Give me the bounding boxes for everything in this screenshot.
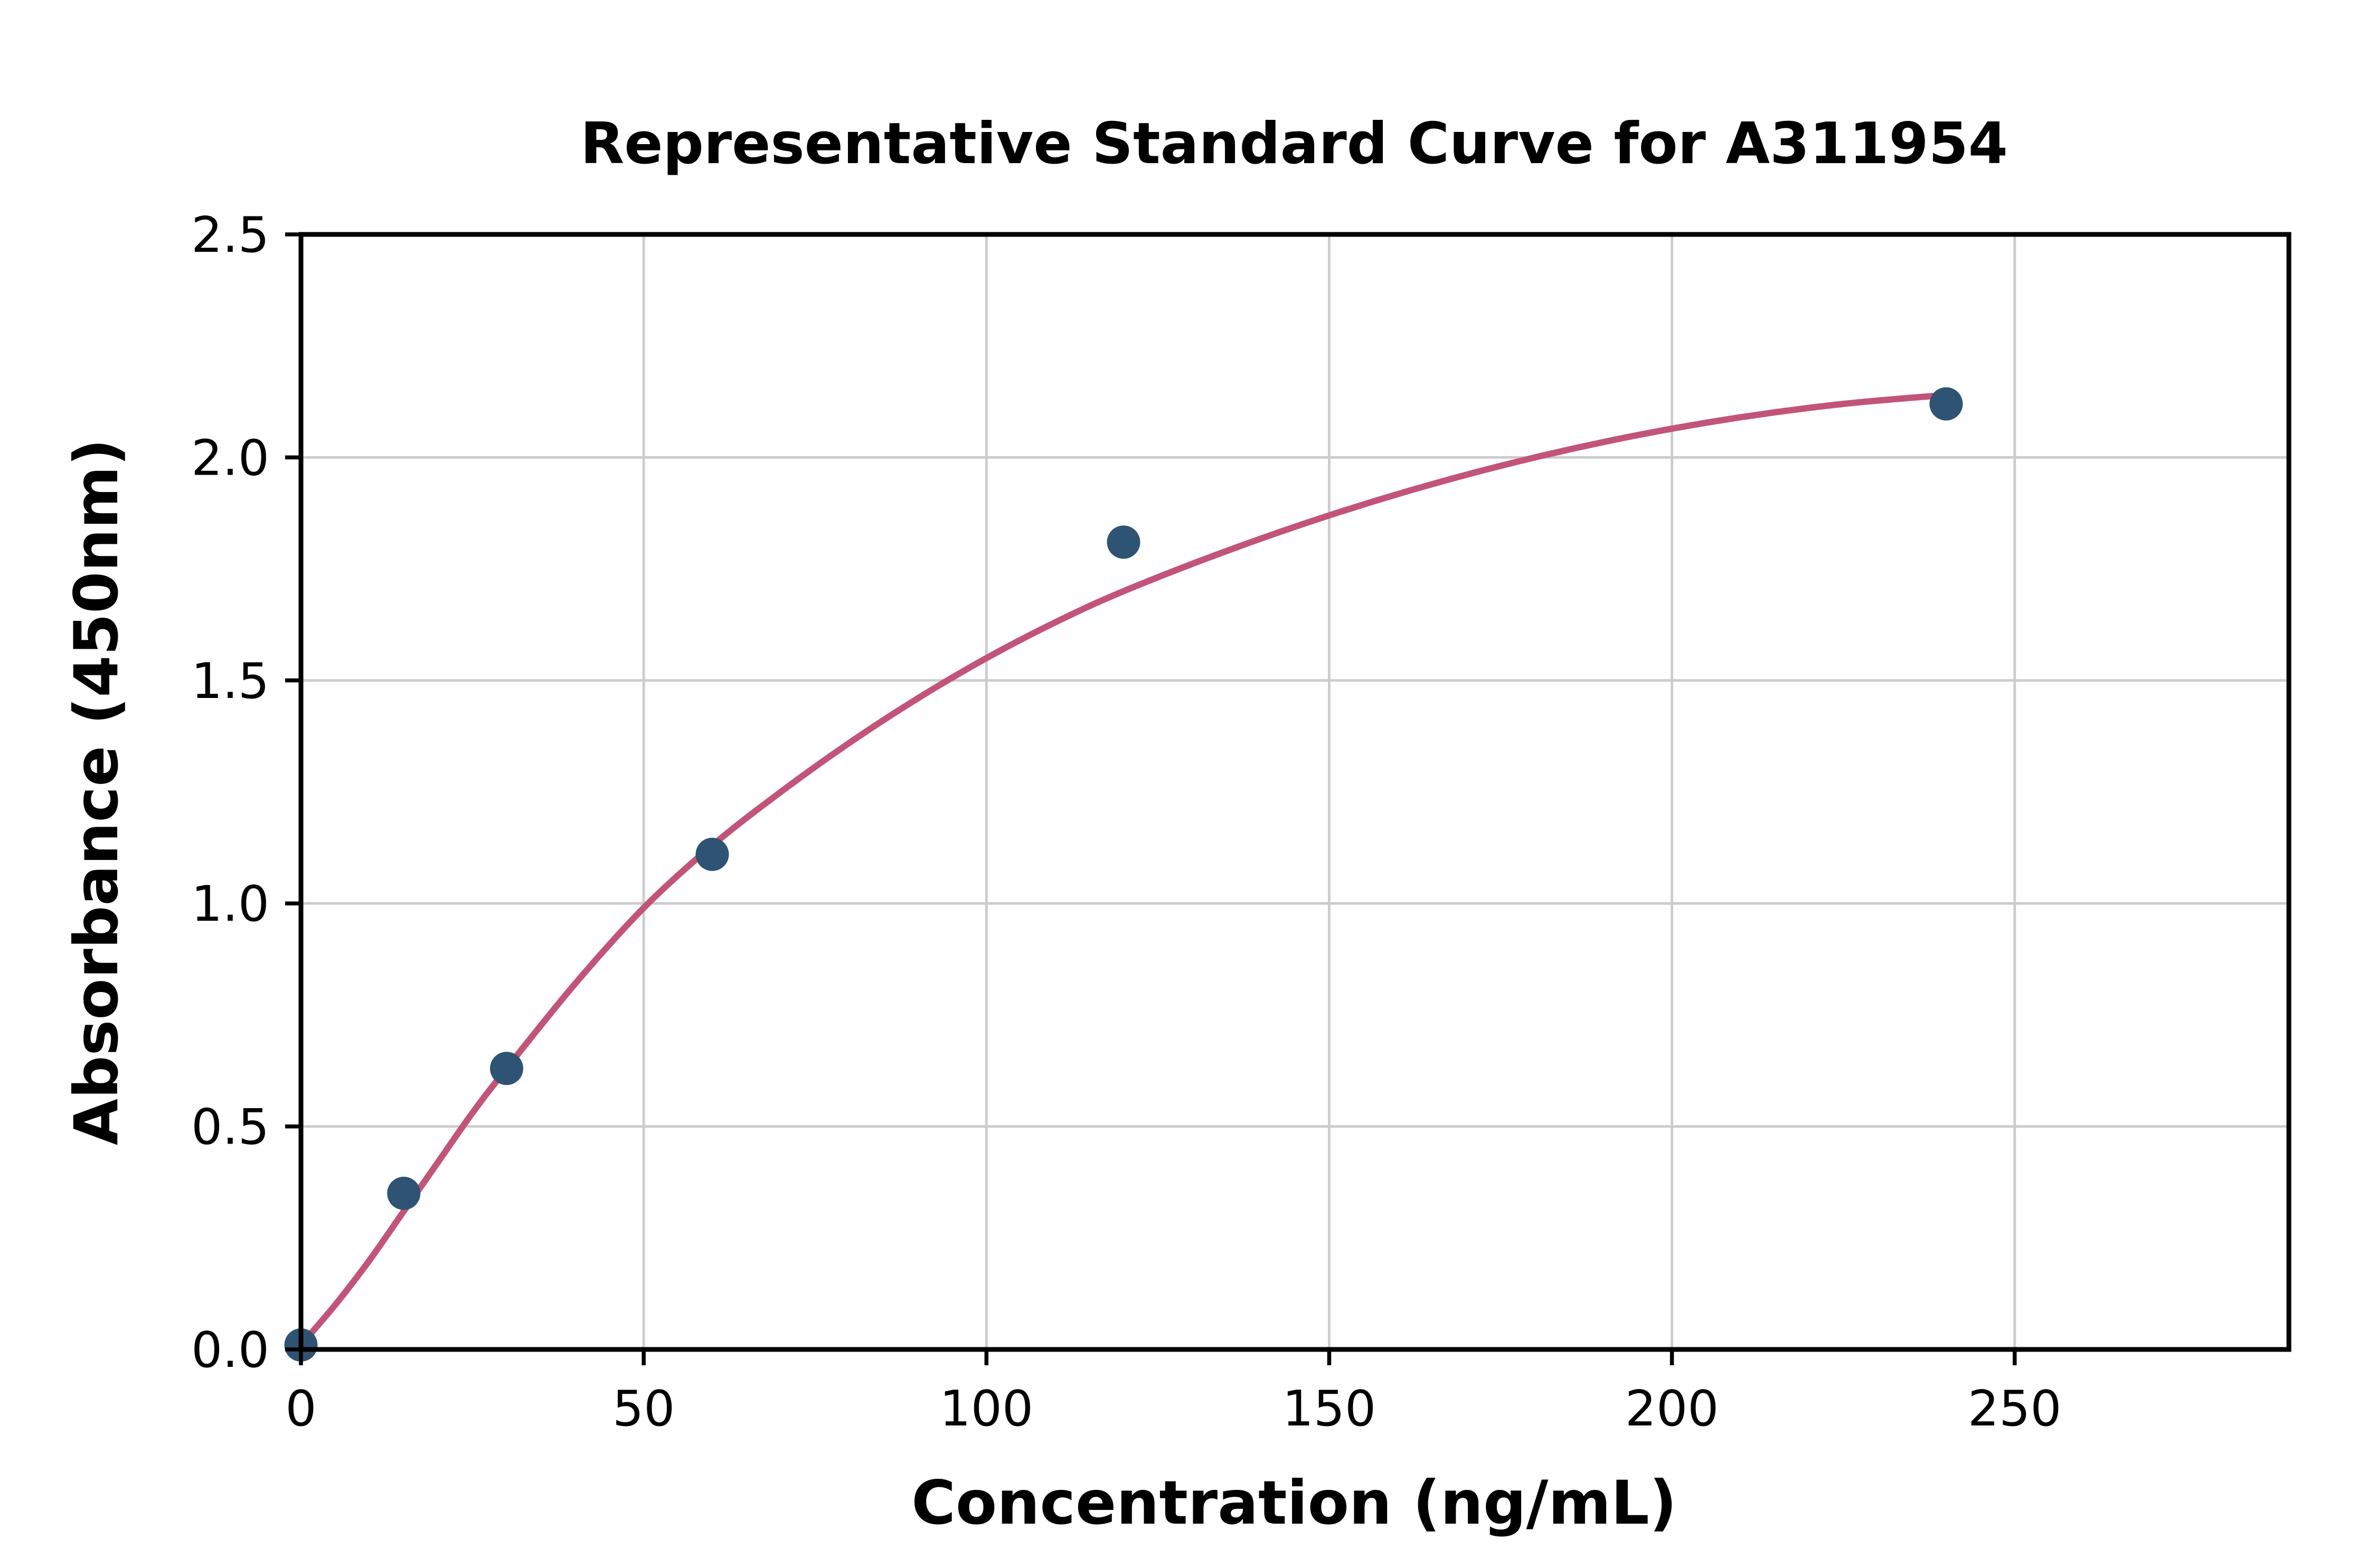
- data-point: [489, 1052, 523, 1085]
- x-axis-label: Concentration (ng/mL): [911, 1468, 1677, 1538]
- data-layer: [284, 387, 1963, 1362]
- y-tick-label: 0.0: [191, 1321, 269, 1378]
- data-point: [1107, 525, 1140, 559]
- data-point: [1929, 387, 1963, 421]
- plot-border: [298, 232, 2292, 1352]
- y-tick-label: 1.0: [191, 875, 269, 932]
- y-axis-label: Absorbance (450nm): [61, 439, 131, 1146]
- x-tick-label: 250: [1968, 1380, 2062, 1437]
- x-tick-label: 200: [1625, 1380, 1719, 1437]
- x-tick-label: 100: [940, 1380, 1034, 1437]
- axis-layer: 0 50 100 150 200 250 0.0 0.5 1.0 1.5 2.0 2.5: [191, 206, 2292, 1437]
- y-tick-label: 2.5: [191, 206, 269, 263]
- x-tick-label: 0: [285, 1380, 316, 1437]
- chart-title: Representative Standard Curve for A31195…: [580, 111, 2008, 177]
- x-tick-label: 150: [1283, 1380, 1376, 1437]
- fit-curve-line: [298, 392, 1949, 1348]
- y-tick-label: 2.0: [191, 429, 269, 486]
- y-tick-label: 1.5: [191, 653, 269, 710]
- y-tick-label: 0.5: [191, 1099, 269, 1156]
- data-point: [387, 1176, 421, 1210]
- data-point: [695, 837, 729, 871]
- x-tick-label: 50: [612, 1380, 675, 1437]
- grid-layer: [299, 233, 2289, 1351]
